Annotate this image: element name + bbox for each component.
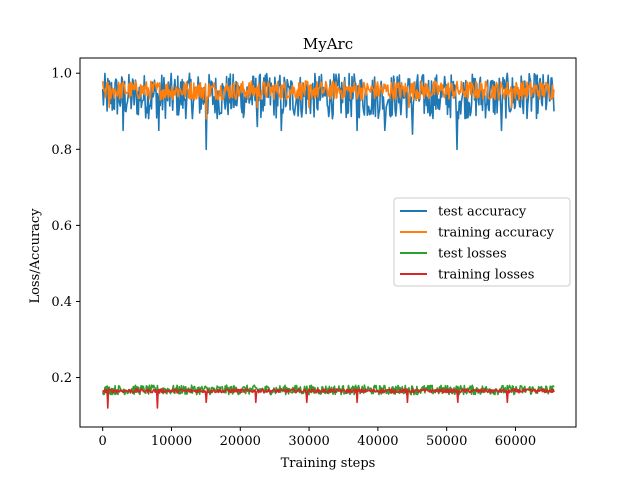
legend-box [393,197,571,287]
legend-label: test losses [438,247,507,262]
axes: 0 10000 20000 30000 40000 50000 60000 0.2 0.4 0.6… [51,57,577,449]
plot-frame [79,57,577,428]
x-tick-label: 0 [99,434,107,449]
series-line-training-accuracy [101,80,555,120]
x-axis-label: Training steps [281,456,376,471]
legend-label: training accuracy [438,226,555,241]
y-tick-label: 0.4 [51,295,72,310]
x-tick-label: 10000 [151,434,192,449]
x-tick-label: 40000 [357,434,398,449]
chart-title: MyArc [303,35,353,53]
x-tick-label: 50000 [426,434,467,449]
legend: test accuracy training accuracy test losse… [393,197,571,287]
legend-label: training losses [438,268,534,283]
y-tick-label: 0.2 [51,371,72,386]
y-tick-label: 0.8 [51,143,72,158]
x-tick-label: 30000 [288,434,329,449]
y-tick-label: 0.6 [51,219,72,234]
series-line-training-losses [101,388,555,409]
legend-label: test accuracy [438,205,527,220]
series-line-test-accuracy [101,72,555,151]
y-axis-label: Loss/Accuracy [28,208,43,304]
plot-area [101,72,555,409]
x-tick-label: 60000 [495,434,536,449]
x-tick-label: 20000 [220,434,261,449]
y-tick-label: 1.0 [51,67,72,82]
